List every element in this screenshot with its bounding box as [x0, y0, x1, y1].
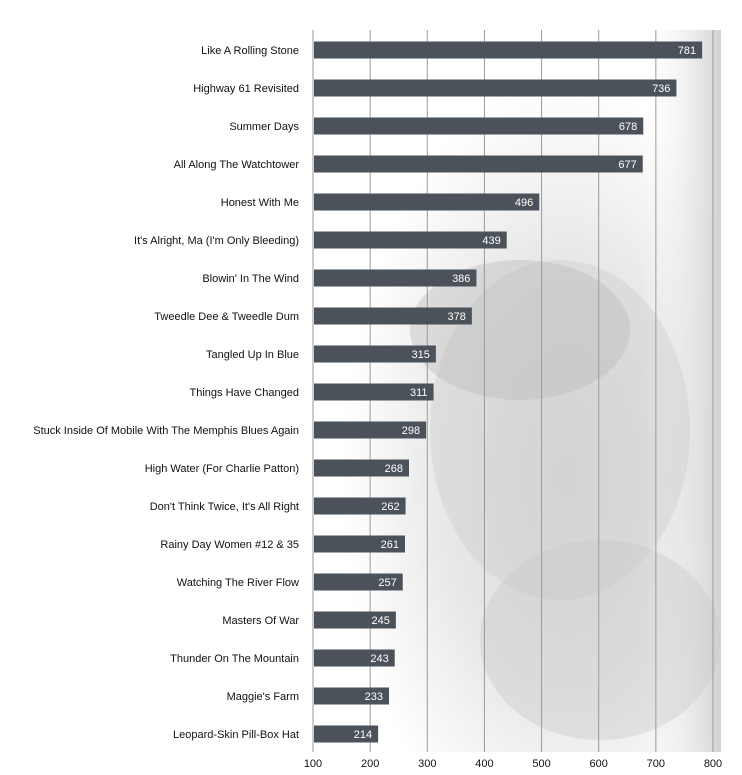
bar [314, 687, 389, 705]
category-label: Tweedle Dee & Tweedle Dum [154, 311, 299, 323]
value-label: 268 [385, 463, 403, 475]
value-label: 678 [619, 121, 637, 133]
value-label: 736 [652, 83, 670, 95]
category-label: Blowin' In The Wind [202, 273, 299, 285]
x-tick-label: 200 [361, 758, 379, 770]
value-label: 233 [365, 691, 383, 703]
category-label: All Along The Watchtower [174, 159, 300, 171]
category-label: It's Alright, Ma (I'm Only Bleeding) [134, 235, 299, 247]
bar [314, 649, 395, 667]
x-tick-label: 600 [590, 758, 608, 770]
bar [314, 307, 472, 325]
value-label: 315 [411, 349, 429, 361]
category-label: Rainy Day Women #12 & 35 [160, 539, 299, 551]
x-tick-label: 400 [475, 758, 493, 770]
background-photo [313, 30, 721, 752]
category-label: Masters Of War [222, 615, 299, 627]
value-label: 496 [515, 197, 533, 209]
x-tick-label: 700 [647, 758, 665, 770]
x-tick-label: 100 [304, 758, 322, 770]
value-label: 781 [678, 45, 696, 57]
bar [314, 193, 540, 211]
category-label: Like A Rolling Stone [201, 45, 299, 57]
category-label: Honest With Me [221, 197, 299, 209]
category-label: Maggie's Farm [227, 691, 299, 703]
category-label: Don't Think Twice, It's All Right [150, 501, 299, 513]
bar [314, 155, 643, 173]
x-axis-ticks: 100 200 300 400 500 600 700 800 [304, 758, 722, 770]
value-label: 262 [381, 501, 399, 513]
category-labels: Like A Rolling Stone Highway 61 Revisited… [33, 45, 299, 741]
value-label: 245 [371, 615, 389, 627]
value-label: 311 [410, 387, 428, 399]
value-labels: 781 736 678 677 496 439 386 378 315 311 298 268 262 2… [354, 45, 696, 741]
bar [314, 345, 436, 363]
category-label: Thunder On The Mountain [170, 653, 299, 665]
bar [314, 725, 379, 743]
x-tick-label: 300 [418, 758, 436, 770]
bars [314, 41, 703, 743]
value-label: 257 [378, 577, 396, 589]
category-label: Highway 61 Revisited [193, 83, 299, 95]
bar [314, 117, 644, 135]
bar [314, 497, 406, 515]
value-label: 439 [482, 235, 500, 247]
category-label: Summer Days [229, 121, 299, 133]
bar [314, 421, 427, 439]
bar [314, 231, 507, 249]
bar [314, 611, 396, 629]
category-label: Things Have Changed [190, 387, 299, 399]
bar [314, 269, 477, 287]
bar [314, 383, 434, 401]
category-label: Watching The River Flow [177, 577, 299, 589]
bar [314, 79, 677, 97]
bar [314, 41, 703, 59]
bar [314, 459, 409, 477]
value-label: 298 [402, 425, 420, 437]
category-label: Leopard-Skin Pill-Box Hat [173, 729, 299, 741]
value-label: 261 [381, 539, 399, 551]
value-label: 386 [452, 273, 470, 285]
bar [314, 535, 405, 553]
value-label: 677 [618, 159, 636, 171]
value-label: 378 [447, 311, 465, 323]
category-label: Tangled Up In Blue [206, 349, 299, 361]
category-label: Stuck Inside Of Mobile With The Memphis … [33, 425, 299, 437]
bar [314, 573, 403, 591]
x-tick-label: 800 [704, 758, 722, 770]
value-label: 243 [370, 653, 388, 665]
value-label: 214 [354, 729, 372, 741]
category-label: High Water (For Charlie Patton) [145, 463, 299, 475]
x-tick-label: 500 [532, 758, 550, 770]
